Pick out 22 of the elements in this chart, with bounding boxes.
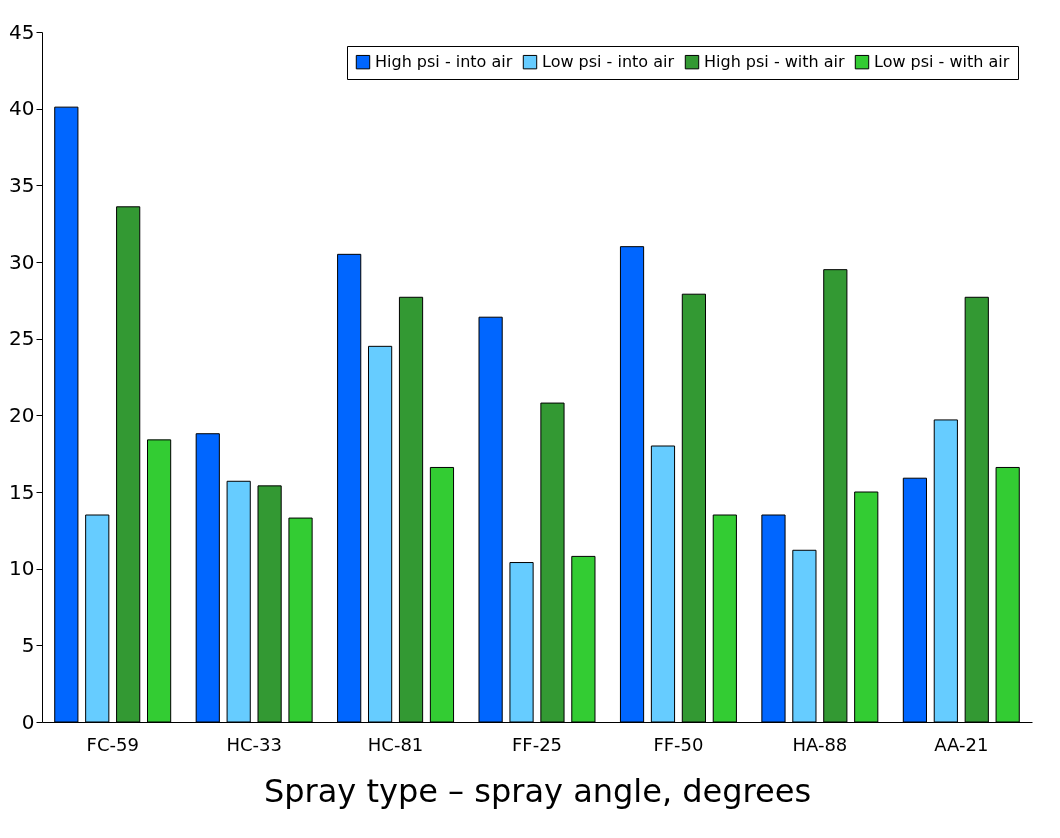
y-tick-label: 5 — [21, 632, 35, 657]
y-tick-label: 25 — [9, 326, 35, 351]
y-tick-label: 20 — [9, 402, 35, 427]
y-tick-label: 35 — [9, 172, 35, 197]
legend-label: Low psi - into air — [542, 52, 675, 72]
x-tick-label: FF-50 — [653, 733, 704, 755]
legend-label: High psi - into air — [375, 52, 513, 72]
x-tick-label: FC-59 — [86, 733, 139, 755]
legend-label: High psi - with air — [704, 52, 846, 72]
x-tick-label: HC-33 — [226, 733, 282, 755]
y-tick-label: 15 — [9, 479, 35, 504]
x-tick-label: FF-25 — [511, 733, 563, 755]
y-tick-label: 45 — [9, 19, 35, 44]
x-tick-label: AA-21 — [934, 733, 989, 755]
x-tick-label: HA-88 — [792, 733, 848, 755]
y-tick-label: 10 — [9, 556, 35, 581]
y-tick-label: 40 — [9, 96, 35, 121]
legend-label: Low psi - with air — [874, 52, 1010, 72]
x-tick-label: HC-81 — [367, 733, 424, 755]
x-axis-title: Spray type – spray angle, degrees — [263, 771, 812, 810]
y-tick-label: 0 — [21, 709, 35, 734]
y-tick-label: 30 — [9, 249, 35, 274]
